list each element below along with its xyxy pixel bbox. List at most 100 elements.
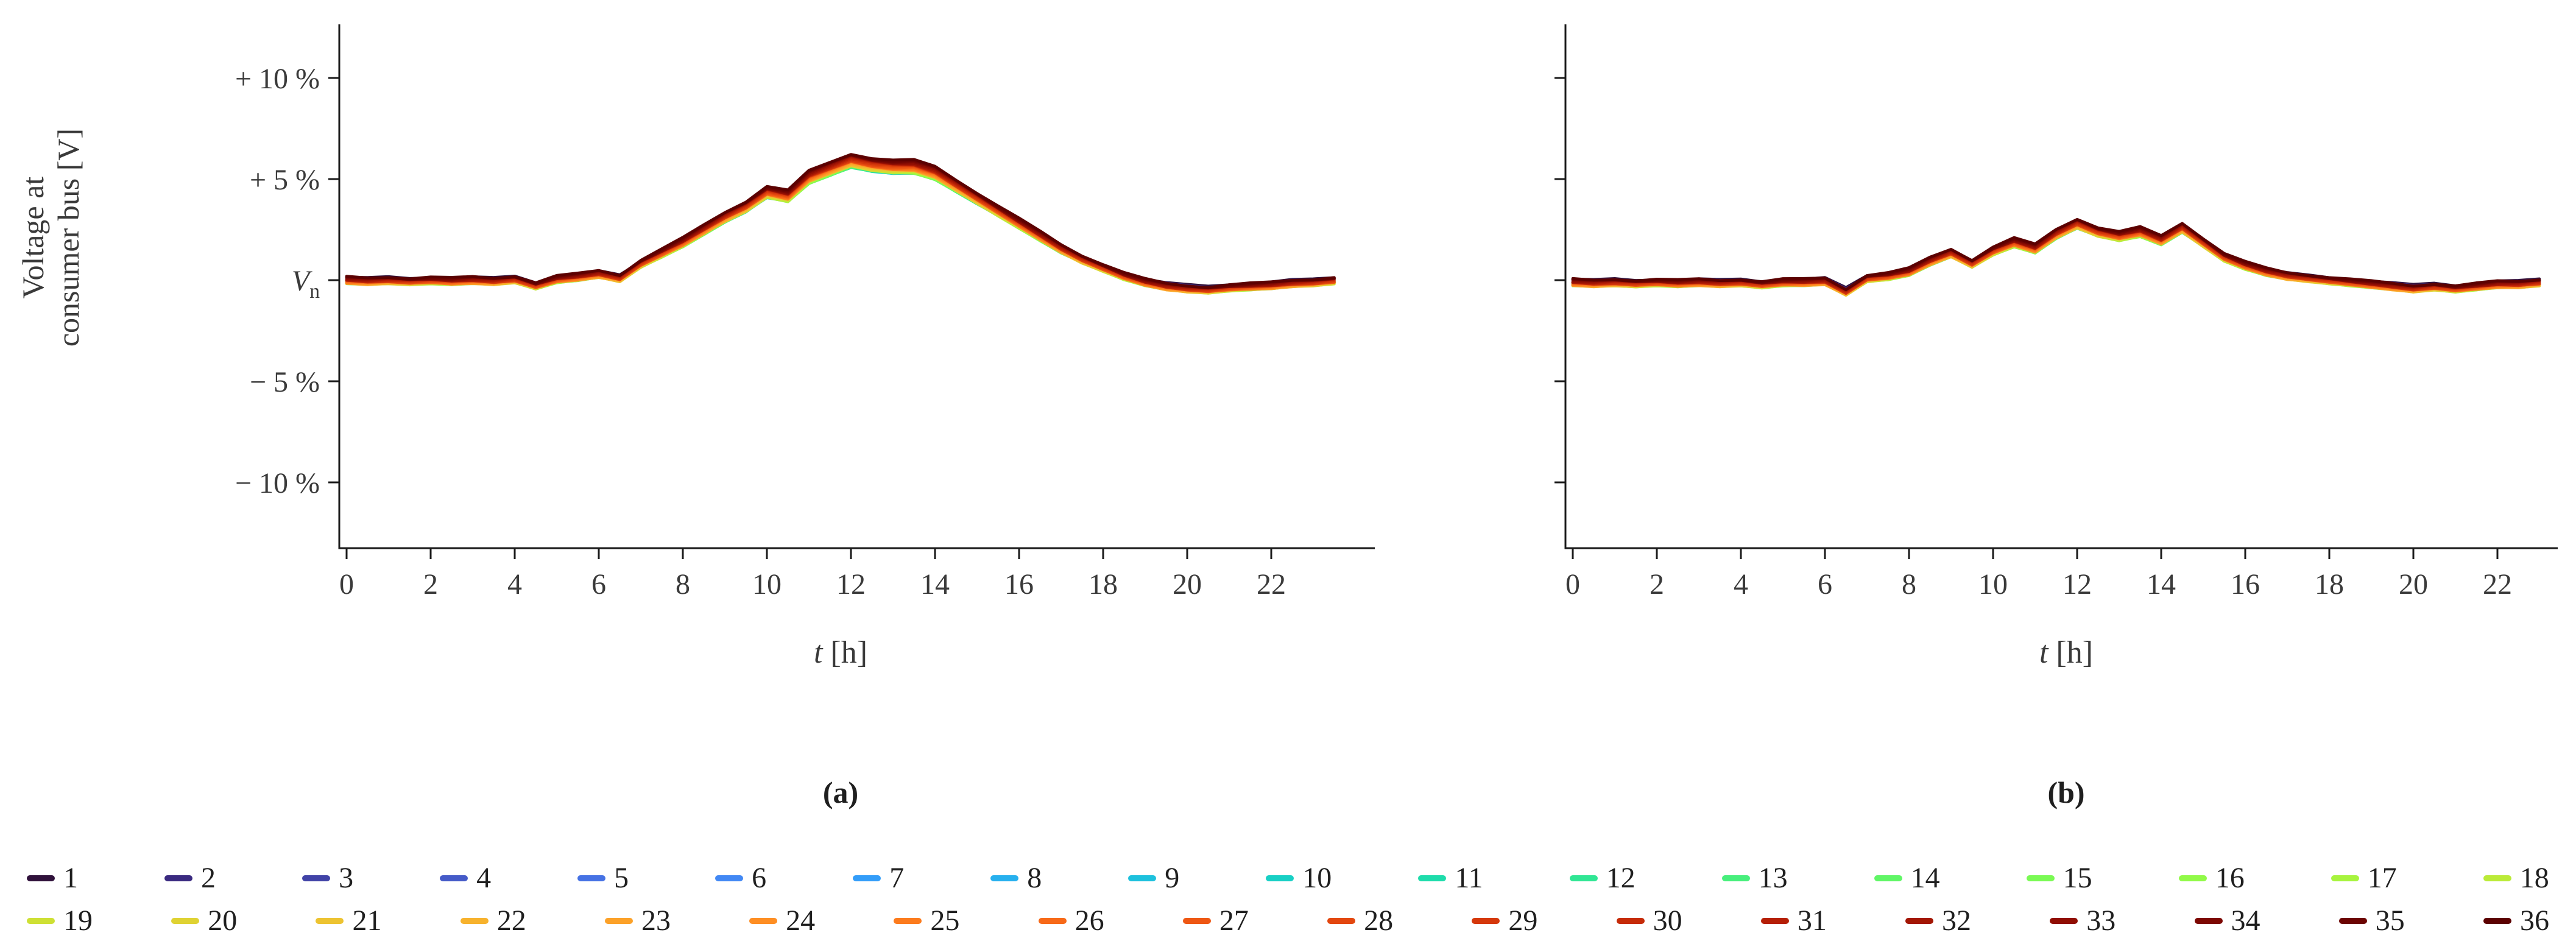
legend-item-17: 17 <box>2331 864 2397 893</box>
legend-label: 36 <box>2519 904 2549 937</box>
legend-item-34: 34 <box>2194 906 2260 936</box>
legend-label: 27 <box>1219 904 1249 937</box>
legend-item-29: 29 <box>1472 906 1537 936</box>
series-line-30 <box>345 157 1336 291</box>
series-line-32 <box>345 155 1336 290</box>
legend-label: 18 <box>2519 862 2549 894</box>
y-tick-label: − 10 % <box>235 467 320 499</box>
legend-item-26: 26 <box>1038 904 1104 937</box>
series-line-3 <box>345 164 1336 289</box>
legend-swatch <box>853 875 881 881</box>
legend-item-35: 35 <box>2338 904 2405 937</box>
axis-spines <box>1564 24 2558 549</box>
chart-panel-b: 0 2 4 6 8 10 12 14 16 18 20 22 <box>1554 24 2558 601</box>
legend-swatch <box>1721 875 1750 881</box>
legend-item-7: 7 <box>853 864 904 893</box>
legend-item-32: 32 <box>1905 906 1971 936</box>
legend-label: 3 <box>339 862 354 894</box>
series-line-28 <box>345 160 1336 293</box>
legend-label: 2 <box>201 862 216 894</box>
series-line-4 <box>345 165 1336 290</box>
x-tick-label: 16 <box>2231 568 2260 601</box>
x-tick-label: 0 <box>339 568 354 601</box>
y-tick-label-subscript: n <box>309 280 320 303</box>
legend-row-1: 1 2 3 4 5 6 7 8 9 10 11 12 13 14 15 16 17 18 <box>27 860 2549 897</box>
x-tick-label: 22 <box>2483 568 2512 601</box>
x-tick-label: 18 <box>1089 568 1118 601</box>
legend-label: 11 <box>1455 862 1483 894</box>
legend-label: 29 <box>1508 904 1538 937</box>
x-axis-label-b-symbol: t <box>2039 635 2048 670</box>
caption-b: (b) <box>2047 775 2085 809</box>
x-tick-label: 16 <box>1004 568 1034 601</box>
x-axis-label-b-unit: [h] <box>2048 635 2094 670</box>
x-tick-label: 2 <box>1650 568 1664 601</box>
series-line-14 <box>345 165 1336 293</box>
legend-item-4: 4 <box>440 864 491 893</box>
legend-swatch <box>316 918 344 924</box>
series-line-35 <box>345 153 1336 290</box>
series-line-33 <box>345 154 1336 289</box>
series-line-2 <box>345 164 1336 289</box>
legend-label: 35 <box>2375 904 2405 937</box>
legend-item-10: 10 <box>1266 864 1332 893</box>
legend-swatch <box>990 875 1019 881</box>
chart-panel-a: + 10 % + 5 % Vn − 5 % − 10 % 0 2 4 6 8 10 12 14 16 18 2… <box>235 24 1375 601</box>
series-line-5 <box>345 165 1336 290</box>
legend-item-30: 30 <box>1616 906 1682 936</box>
series-line-34 <box>345 153 1336 290</box>
legend-item-1: 1 <box>27 864 78 893</box>
x-tick-label: 8 <box>1902 568 1916 601</box>
legend-item-21: 21 <box>316 906 381 936</box>
x-tick-label: 20 <box>1173 568 1202 601</box>
x-tick-label: 14 <box>2147 568 2176 601</box>
series-line-11 <box>345 166 1336 294</box>
legend-label: 16 <box>2215 862 2245 894</box>
legend-swatch <box>1616 918 1645 924</box>
legend-label: 21 <box>352 904 382 937</box>
legend-swatch <box>894 918 922 924</box>
legend-item-12: 12 <box>1569 864 1636 893</box>
x-tick-label: 0 <box>1565 568 1580 601</box>
legend-swatch <box>27 918 55 924</box>
legend-swatch <box>1266 875 1294 881</box>
x-axis-label-b: t [h] <box>1944 635 2188 671</box>
legend-item-14: 14 <box>1874 864 1940 893</box>
legend-label: 7 <box>889 862 905 894</box>
legend-label: 26 <box>1075 904 1104 937</box>
legend-swatch <box>2331 875 2359 881</box>
y-axis-label-line2: consumer bus [V] <box>51 128 85 347</box>
y-tick-label: + 10 % <box>235 63 320 95</box>
legend-swatch <box>171 918 200 924</box>
x-tick-label: 10 <box>1978 568 2008 601</box>
series-line-13 <box>345 166 1336 294</box>
legend-item-22: 22 <box>460 906 526 936</box>
series-line-22 <box>345 163 1336 294</box>
x-tick-label: 12 <box>2063 568 2092 601</box>
legend-swatch <box>2178 875 2207 881</box>
legend-swatch <box>1327 918 1356 924</box>
x-tick-label: 8 <box>676 568 690 601</box>
legend-label: 9 <box>1165 862 1180 894</box>
legend-label: 17 <box>2367 862 2397 894</box>
legend-swatch <box>1905 918 1934 924</box>
legend-item-33: 33 <box>2050 906 2115 936</box>
legend-swatch <box>440 875 468 881</box>
series-line-21 <box>345 164 1336 294</box>
legend-label: 23 <box>641 904 671 937</box>
legend-label: 20 <box>208 904 238 937</box>
series-line-6 <box>345 164 1336 290</box>
legend-item-19: 19 <box>27 906 93 936</box>
y-tick-label: Vn <box>292 265 320 303</box>
x-tick-label: 10 <box>752 568 782 601</box>
series-line-8 <box>345 164 1336 291</box>
series-line-31 <box>345 156 1336 290</box>
x-axis-label-a-unit: [h] <box>822 635 868 670</box>
x-tick-label: 22 <box>1257 568 1286 601</box>
series-line-20 <box>345 164 1336 295</box>
x-tick-label: 12 <box>836 568 866 601</box>
series-line-26 <box>345 160 1336 293</box>
legend-swatch <box>1760 918 1789 924</box>
legend-label: 31 <box>1797 904 1827 937</box>
legend-swatch <box>1038 918 1067 924</box>
